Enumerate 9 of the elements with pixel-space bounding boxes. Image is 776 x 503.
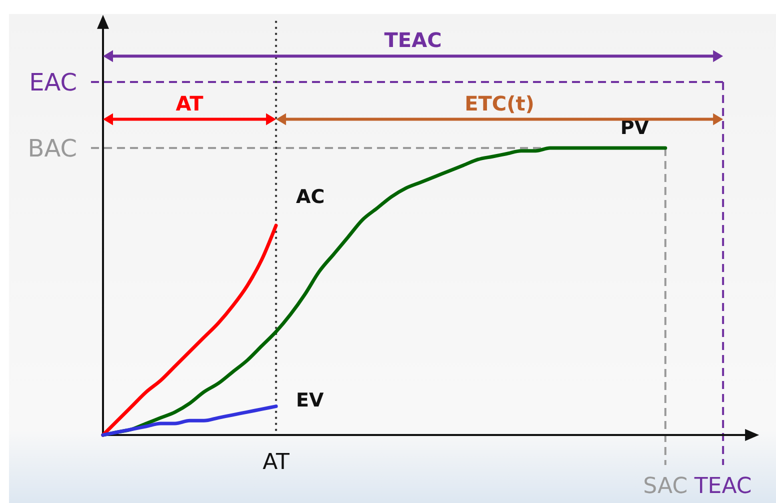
x-tick-label: SAC <box>643 474 688 499</box>
ref-line-label: BAC <box>28 134 77 162</box>
text: TEAC <box>384 28 442 52</box>
series-label: EV <box>296 390 324 412</box>
text: AT <box>176 91 204 116</box>
series-label: AC <box>296 186 325 208</box>
ref-line-label: EAC <box>29 68 77 96</box>
text: ETC(t) <box>464 91 534 116</box>
series-label: PV <box>620 117 650 139</box>
